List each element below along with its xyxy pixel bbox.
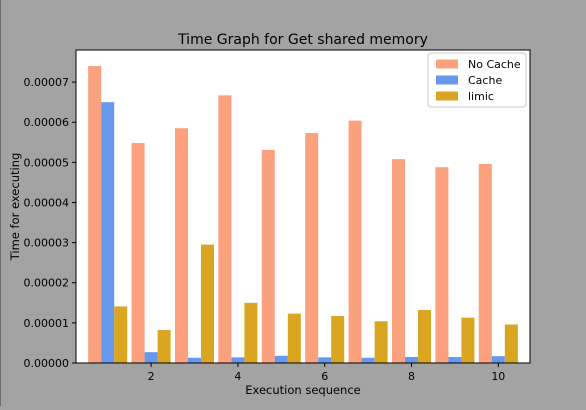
x-tick-label: 10 [491,370,505,383]
bar-limic-5 [287,313,301,363]
bar-limic-7 [374,321,388,363]
bar-no-cache-6 [305,133,319,363]
y-tick-label: 0.00005 [24,156,70,169]
bar-limic-9 [461,317,475,363]
x-axis-label: Execution sequence [245,383,361,397]
bar-limic-3 [201,244,215,363]
bar-no-cache-9 [435,167,449,363]
bar-cache-9 [448,356,462,363]
bar-cache-4 [231,357,245,363]
x-tick-label: 6 [321,370,328,383]
bar-cache-1 [101,102,115,364]
legend-swatch-no-cache [436,59,458,69]
y-tick-label: 0.00000 [24,357,70,370]
bar-limic-10 [504,324,518,363]
legend-label-cache: Cache [468,74,502,87]
y-tick-label: 0.00004 [24,196,70,209]
bars-group [88,66,518,364]
bar-cache-3 [187,357,201,363]
bar-no-cache-5 [261,149,275,363]
legend-label-limic: limic [468,90,494,103]
bar-no-cache-1 [88,66,102,364]
bar-cache-5 [274,355,288,363]
y-axis-label: Time for executing [8,153,22,262]
bar-cache-2 [144,352,158,363]
bar-limic-4 [244,302,258,363]
x-axis: 2 4 6 8 10 [148,363,505,383]
y-tick-label: 0.00007 [24,76,70,89]
bar-no-cache-2 [131,143,145,363]
legend-swatch-cache [436,75,458,85]
bar-no-cache-8 [391,159,405,363]
plot-frame [75,49,531,364]
legend: No Cache Cache limic [427,52,527,108]
y-tick-label: 0.00003 [24,237,70,250]
legend-label-no-cache: No Cache [468,58,521,71]
bar-cache-10 [491,356,505,363]
x-tick-label: 4 [234,370,241,383]
bar-no-cache-4 [218,95,232,363]
bar-cache-8 [405,356,419,363]
y-tick-label: 0.00006 [24,116,70,129]
bar-limic-6 [331,316,345,363]
bar-no-cache-3 [174,128,188,363]
y-tick-label: 0.00002 [24,277,70,290]
bar-limic-2 [157,330,171,363]
y-axis: 0.00000 0.00001 0.00002 0.00003 0.00004 0.000… [24,76,76,370]
bar-cache-7 [361,357,375,363]
bar-limic-1 [114,306,128,363]
y-tick-label: 0.00001 [24,317,70,330]
bar-no-cache-7 [348,120,362,363]
bar-cache-6 [318,357,332,363]
bar-limic-8 [418,310,432,363]
legend-swatch-limic [436,91,458,101]
chart-title: Time Graph for Get shared memory [177,32,428,48]
bar-no-cache-10 [478,163,492,363]
x-tick-label: 2 [148,370,155,383]
x-tick-label: 8 [408,370,415,383]
